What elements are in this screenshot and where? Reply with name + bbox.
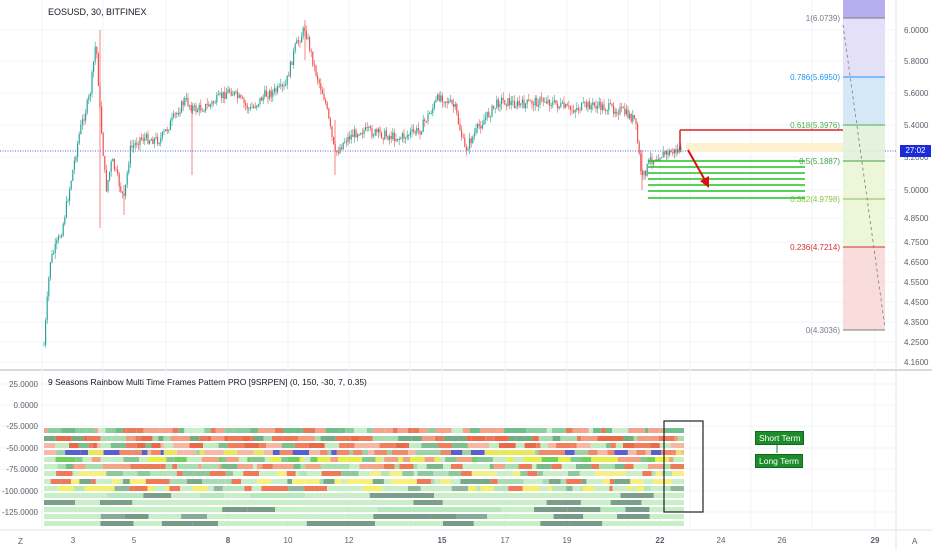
highlight-zone xyxy=(686,143,843,152)
time-tick: 17 xyxy=(501,536,510,545)
fib-label: 0(4.3036) xyxy=(806,326,841,335)
fib-label: 0.382(4.9798) xyxy=(790,195,840,204)
price-tick: 4.1600 xyxy=(904,358,929,367)
indicator-tick: 25.0000 xyxy=(9,380,38,389)
candlestick-series xyxy=(43,20,682,348)
time-tick: 8 xyxy=(226,536,231,545)
price-tick: 5.2000 xyxy=(904,153,929,162)
fib-trendline xyxy=(842,24,886,329)
fib-zone xyxy=(843,125,885,161)
fib-label: 0.786(5.6950) xyxy=(790,73,840,82)
symbol-title: EOSUSD, 30, BITFINEX xyxy=(48,7,147,17)
time-tick: 3 xyxy=(71,536,76,545)
fib-zone xyxy=(843,247,885,330)
time-tick: 10 xyxy=(284,536,293,545)
price-tick: 5.0000 xyxy=(904,186,929,195)
indicator-tick: -125.0000 xyxy=(2,508,39,517)
long-term-badge: Long Term xyxy=(755,454,804,468)
fib-zone xyxy=(843,161,885,199)
time-tick: 19 xyxy=(563,536,572,545)
time-tick: 29 xyxy=(871,536,880,545)
indicator-title: 9 Seasons Rainbow Multi Time Frames Patt… xyxy=(48,377,367,387)
down-arrow xyxy=(687,149,707,183)
time-tick: 12 xyxy=(345,536,354,545)
price-tick: 4.2500 xyxy=(904,338,929,347)
time-tick: 22 xyxy=(656,536,665,545)
time-tick: 15 xyxy=(438,536,447,545)
fib-zone xyxy=(843,77,885,125)
price-tick: 6.0000 xyxy=(904,26,929,35)
time-tick: 5 xyxy=(132,536,137,545)
fib-label: 1(6.0739) xyxy=(806,14,841,23)
zoom-toggle[interactable]: Z xyxy=(18,537,23,546)
fib-zone xyxy=(843,199,885,247)
price-tick: 5.8000 xyxy=(904,57,929,66)
price-axis[interactable]: 6.0000 5.8000 5.6000 5.4000 5.2000 5.0000 4.85… xyxy=(904,26,929,367)
selection-box[interactable] xyxy=(663,420,704,513)
indicator-tick: -75.0000 xyxy=(6,465,38,474)
price-tick: 4.5500 xyxy=(904,278,929,287)
price-tick: 4.8500 xyxy=(904,214,929,223)
trend-annotations[interactable] xyxy=(648,129,843,199)
indicator-tick: -100.0000 xyxy=(2,487,39,496)
indicator-tick: -25.0000 xyxy=(6,422,38,431)
indicator-tick: -50.0000 xyxy=(6,444,38,453)
rainbow-indicator xyxy=(44,420,778,526)
price-tick: 4.3500 xyxy=(904,318,929,327)
short-term-badge: Short Term xyxy=(755,431,805,445)
time-tick: 26 xyxy=(778,536,787,545)
fib-label: 0.618(5.3976) xyxy=(790,121,840,130)
down-arrow-head xyxy=(700,176,709,188)
price-tick: 4.7500 xyxy=(904,238,929,247)
fib-label: 0.5(5.1887) xyxy=(799,157,840,166)
time-axis[interactable]: 3 5 8 10 12 15 17 19 22 24 26 29 xyxy=(71,536,880,545)
price-tick: 5.6000 xyxy=(904,89,929,98)
fib-zone xyxy=(843,0,885,18)
price-tick: 4.6500 xyxy=(904,258,929,267)
price-tick: 4.4500 xyxy=(904,298,929,307)
price-tick: 5.4000 xyxy=(904,121,929,130)
time-tick: 24 xyxy=(717,536,726,545)
fib-label: 0.236(4.7214) xyxy=(790,243,840,252)
auto-scale-toggle[interactable]: A xyxy=(912,537,918,546)
fib-zone xyxy=(843,18,885,77)
fib-retracement[interactable]: 1(6.0739) 0.786(5.6950) 0.618(5.3976) 0.5(5… xyxy=(790,0,886,335)
current-price-tag: 27:02 xyxy=(900,145,931,157)
indicator-axis[interactable]: 25.0000 0.0000 -25.0000 -50.0000 -75.0000 -10… xyxy=(2,380,39,517)
indicator-tick: 0.0000 xyxy=(14,401,39,410)
